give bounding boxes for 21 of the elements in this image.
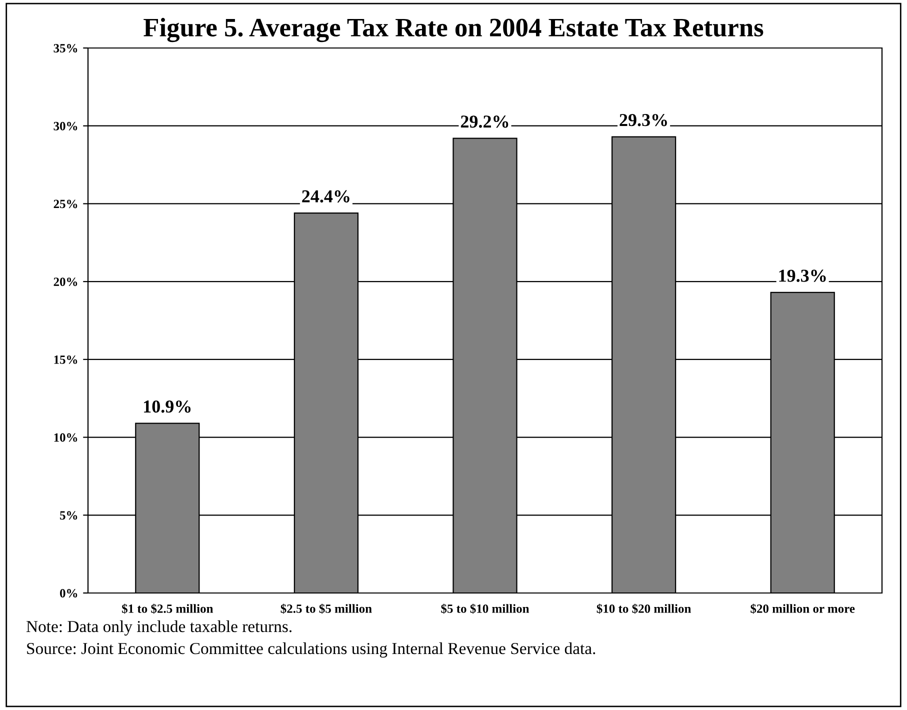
source-note: Source: Joint Economic Committee calculations using Internal Revenue Service data. (27, 642, 596, 658)
x-tick-label: $5 to $10 million (441, 604, 530, 614)
y-tick-label: 30% (54, 122, 78, 130)
x-tick-label: $20 million or more (750, 604, 855, 614)
y-tick-label: 0% (60, 589, 78, 598)
y-tick-label: 5% (60, 511, 78, 520)
x-tick-label: $1 to $2.5 million (122, 604, 214, 614)
data-label: 24.4% (302, 190, 350, 203)
y-tick-label: 35% (54, 44, 78, 52)
y-tick-label: 25% (54, 200, 78, 208)
y-tick-label: 20% (54, 278, 78, 286)
x-tick-label: $10 to $20 million (596, 604, 692, 614)
x-tick-label: $2.5 to $5 million (280, 604, 372, 614)
data-label: 10.9% (144, 400, 191, 413)
y-tick-label: 15% (54, 355, 78, 364)
data-label: 19.3% (779, 270, 826, 282)
data-label: 29.3% (620, 114, 667, 126)
y-tick-label: 10% (54, 433, 78, 442)
chart-title: Figure 5. Average Tax Rate on 2004 Estate Tax Returns (144, 18, 764, 42)
text: Note: Data only include taxable returns. (26, 620, 292, 636)
data-label: 29.2% (460, 116, 508, 128)
